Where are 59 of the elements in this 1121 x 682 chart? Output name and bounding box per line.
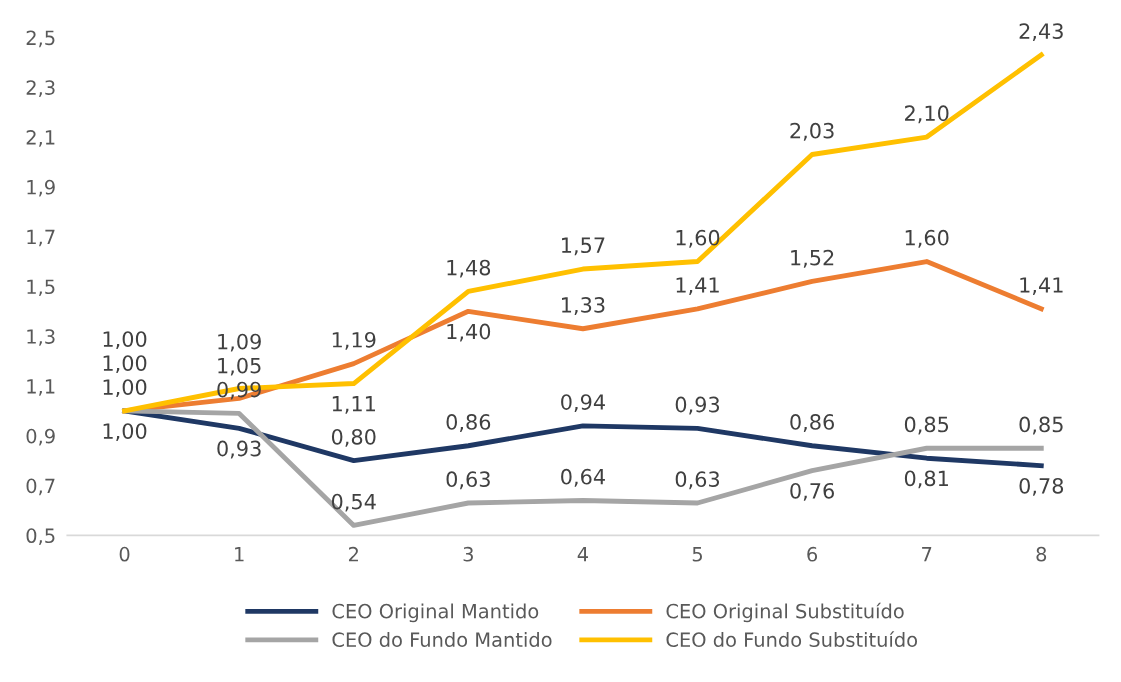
x-tick-label: 5 [692,547,702,562]
data-label: 0,78 [1019,477,1064,496]
data-label: 1,19 [332,331,376,350]
x-tick-label: 4 [577,547,589,562]
legend-label: CEO do Fundo Substituído [666,631,918,648]
data-label: 1,60 [676,229,720,248]
data-label: 2,03 [790,122,834,141]
data-label: 1,11 [332,396,376,414]
data-label: 1,60 [905,229,949,248]
data-label: 0,81 [904,470,948,489]
data-label: 1,40 [447,323,491,342]
y-tick-label: 0,9 [26,428,55,446]
y-tick-label: 2,5 [26,30,55,48]
y-tick-label: 1,3 [27,329,55,346]
data-label: 0,54 [331,493,376,512]
x-tick-label: 2 [348,546,358,562]
data-label: 0,76 [790,482,834,501]
data-label: 0,93 [217,440,261,459]
data-label: 1,52 [791,249,834,268]
data-label: 0,63 [675,471,720,490]
data-label: 1,41 [1020,277,1063,296]
data-label: 0,80 [331,428,376,447]
y-tick-label: 1,1 [27,379,55,396]
data-label: 1,09 [218,333,261,352]
data-label: 0,64 [561,468,605,487]
data-label: 0,86 [446,414,491,432]
legend-label: CEO Original Substituído [666,602,904,623]
x-tick-label: 0 [119,546,130,562]
data-label: 2,10 [905,105,949,124]
data-label: 2,43 [1019,23,1063,42]
x-tick-label: 6 [807,546,818,562]
data-label: 1,48 [447,259,491,278]
x-tick-label: 8 [1036,546,1047,562]
data-label: 0,85 [904,416,949,435]
data-label: 0,93 [675,396,720,415]
data-label: 1,41 [676,277,719,296]
legend-label: CEO do Fundo Mantido [332,631,552,648]
data-label: 0,86 [790,414,834,432]
data-label: 1,00 [103,423,147,442]
data-label: 1,00 [103,379,147,398]
y-tick-label: 1,5 [27,279,55,297]
data-label: 1,05 [218,357,261,376]
data-label: 1,00 [103,355,147,374]
data-label: 1,00 [103,331,147,350]
y-tick-label: 0,5 [26,528,55,546]
x-tick-label: 7 [922,547,932,562]
data-label: 0,94 [561,394,605,413]
data-label: 0,85 [1019,416,1063,435]
legend-label: CEO Original Mantido [332,603,539,623]
data-label: 1,57 [562,237,605,256]
data-label: 0,63 [446,471,490,490]
y-tick-label: 2,1 [26,130,55,147]
y-tick-label: 1,7 [27,229,55,247]
x-tick-label: 1 [235,547,244,562]
x-tick-label: 3 [463,546,473,562]
data-label: 1,33 [562,297,605,315]
y-tick-label: 2,3 [26,80,55,97]
y-tick-label: 0,7 [26,478,55,496]
y-tick-label: 1,9 [27,179,55,197]
